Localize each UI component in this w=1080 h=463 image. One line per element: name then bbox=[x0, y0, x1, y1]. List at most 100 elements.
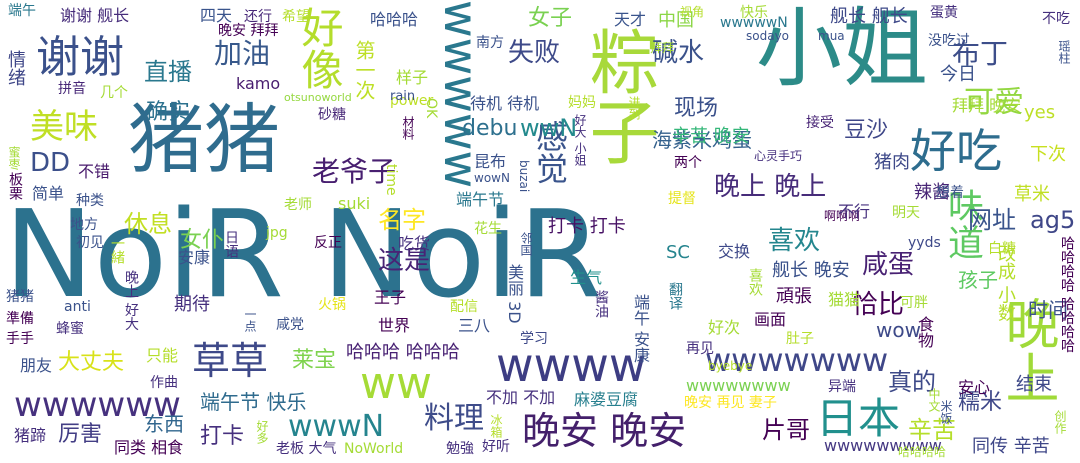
cloud-word: 两个 bbox=[674, 155, 702, 171]
cloud-word: otsunoworld bbox=[284, 91, 352, 104]
cloud-word: 手手 bbox=[6, 331, 34, 347]
cloud-word: 食物 bbox=[915, 316, 934, 348]
cloud-word: 材料 bbox=[401, 116, 415, 140]
cloud-word: 谢谢 bbox=[36, 32, 124, 83]
cloud-word: 厉害 bbox=[58, 422, 103, 447]
cloud-word: wwwwwN bbox=[720, 15, 788, 31]
cloud-word: 猪猪 bbox=[6, 289, 34, 305]
cloud-word: 王子 bbox=[374, 288, 407, 307]
cloud-word: OK bbox=[423, 98, 439, 119]
cloud-word: 学习 bbox=[520, 331, 548, 347]
cloud-word: 打卡 打卡 bbox=[548, 216, 626, 237]
cloud-word: 啊啊啊 bbox=[824, 209, 861, 223]
cloud-word: 草草 bbox=[192, 339, 269, 383]
cloud-word: 失败 bbox=[508, 38, 561, 68]
cloud-word: 接受 bbox=[806, 115, 834, 131]
cloud-word: 拜拜 晚安 bbox=[952, 96, 1022, 115]
cloud-word: 準備 bbox=[6, 311, 34, 327]
cloud-word: 进到 bbox=[627, 96, 641, 120]
cloud-word: wwwwwwww bbox=[686, 376, 791, 395]
cloud-word: 瑶柱 bbox=[1057, 40, 1071, 64]
cloud-word: 料理 bbox=[424, 401, 484, 436]
cloud-word: 待机 待机 bbox=[470, 94, 540, 113]
cloud-word: wwww bbox=[496, 338, 647, 392]
cloud-word: 反正 bbox=[314, 235, 342, 251]
cloud-word: 冰箱 bbox=[489, 414, 503, 438]
cloud-word: 晚上 bbox=[996, 296, 1059, 404]
cloud-word: 第一次 bbox=[352, 40, 376, 100]
cloud-word: 哈哈哈 哈哈哈 bbox=[346, 342, 460, 363]
cloud-word: 勉強 bbox=[446, 441, 474, 457]
cloud-word: 女仆 bbox=[180, 228, 225, 253]
cloud-word: 蛋黄 bbox=[930, 5, 958, 21]
cloud-word: 豆沙 bbox=[844, 118, 889, 143]
cloud-word: 酱油 bbox=[593, 290, 609, 318]
cloud-word: 粽子 bbox=[578, 26, 660, 166]
cloud-word: suki bbox=[338, 194, 371, 213]
cloud-word: 这是 bbox=[378, 246, 431, 276]
cloud-word: 拼音 bbox=[58, 81, 86, 97]
cloud-word: 味道 bbox=[942, 188, 983, 260]
cloud-word: 海紫米鸡蛋 bbox=[652, 128, 752, 152]
cloud-word: 生气 bbox=[570, 268, 603, 287]
cloud-word: 白糖 bbox=[988, 241, 1016, 257]
cloud-word: wowN bbox=[474, 171, 510, 185]
cloud-word: 视角 bbox=[680, 5, 705, 19]
cloud-word: 片哥 bbox=[762, 416, 810, 444]
cloud-word: 舰长 晚安 bbox=[772, 260, 850, 281]
cloud-word: 天才 bbox=[614, 10, 647, 29]
cloud-word: 期待 bbox=[174, 294, 210, 315]
cloud-word: 再见 bbox=[686, 341, 714, 357]
cloud-word: 端午节 bbox=[456, 190, 505, 209]
cloud-word: 改成 小数 bbox=[995, 244, 1016, 322]
cloud-word: 猪蹄 bbox=[14, 426, 47, 445]
cloud-word: NoiR NoiR bbox=[4, 186, 602, 325]
cloud-word: 可胖 bbox=[900, 295, 928, 311]
cloud-word: 同传 辛苦 bbox=[972, 436, 1050, 457]
cloud-word: DD bbox=[30, 148, 71, 178]
cloud-word: debu bbox=[462, 116, 518, 141]
cloud-word: 昆布 bbox=[474, 152, 507, 171]
cloud-word: 舰长 舰长 bbox=[830, 6, 908, 27]
cloud-word: 晚安 再见 妻子 bbox=[684, 395, 777, 411]
cloud-word: 安心 bbox=[958, 378, 991, 397]
cloud-word: ww bbox=[360, 358, 432, 409]
cloud-word: 没吃过 bbox=[928, 33, 970, 49]
cloud-word: 打卡 bbox=[200, 424, 245, 449]
cloud-word: 作曲 bbox=[150, 375, 178, 391]
cloud-word: 草米 bbox=[1014, 184, 1050, 205]
cloud-word: 中国 bbox=[658, 10, 694, 31]
cloud-word: 加油 bbox=[214, 37, 271, 70]
cloud-word: 莱宝 bbox=[292, 348, 337, 373]
cloud-word: NoWorld bbox=[344, 441, 404, 457]
cloud-word: wow bbox=[876, 318, 921, 342]
cloud-word: 同类 相食 bbox=[114, 438, 184, 457]
cloud-word: 辛苦 bbox=[908, 416, 956, 444]
cloud-word: 创作 bbox=[1053, 410, 1067, 434]
cloud-word: 哈哈哈哈 哈哈哈哈 bbox=[1059, 236, 1075, 353]
cloud-word: 孩子 bbox=[958, 268, 998, 292]
cloud-word: 邻国 bbox=[519, 232, 533, 256]
cloud-word: 女子 bbox=[528, 6, 573, 31]
cloud-word: yyds bbox=[908, 235, 941, 251]
cloud-word: 今日 bbox=[940, 64, 976, 85]
cloud-word: 猪肉 bbox=[874, 152, 910, 173]
cloud-word: 快乐 bbox=[740, 5, 768, 21]
cloud-word: 几个 bbox=[100, 85, 128, 101]
cloud-word: 好吃 bbox=[910, 124, 1002, 178]
cloud-word: 端午 安康 bbox=[631, 294, 650, 364]
cloud-word: 晚上 晚上 bbox=[714, 172, 827, 202]
cloud-word: 东西 bbox=[144, 412, 184, 436]
cloud-word: 妈妈 bbox=[568, 95, 596, 111]
cloud-word: 还行 bbox=[244, 9, 272, 25]
cloud-word: jpg bbox=[266, 225, 288, 241]
cloud-word: 确实 bbox=[146, 100, 191, 125]
cloud-word: wwN bbox=[520, 114, 578, 142]
cloud-word: 希望 bbox=[282, 9, 310, 25]
cloud-word: 初见 bbox=[76, 235, 104, 251]
cloud-word: 只能 bbox=[146, 346, 179, 365]
cloud-word: 谢谢 舰长 bbox=[60, 6, 130, 25]
cloud-word: 翻译 bbox=[667, 282, 683, 310]
cloud-word: 板栗 bbox=[7, 172, 23, 200]
cloud-word: 猪猪 bbox=[128, 95, 280, 184]
